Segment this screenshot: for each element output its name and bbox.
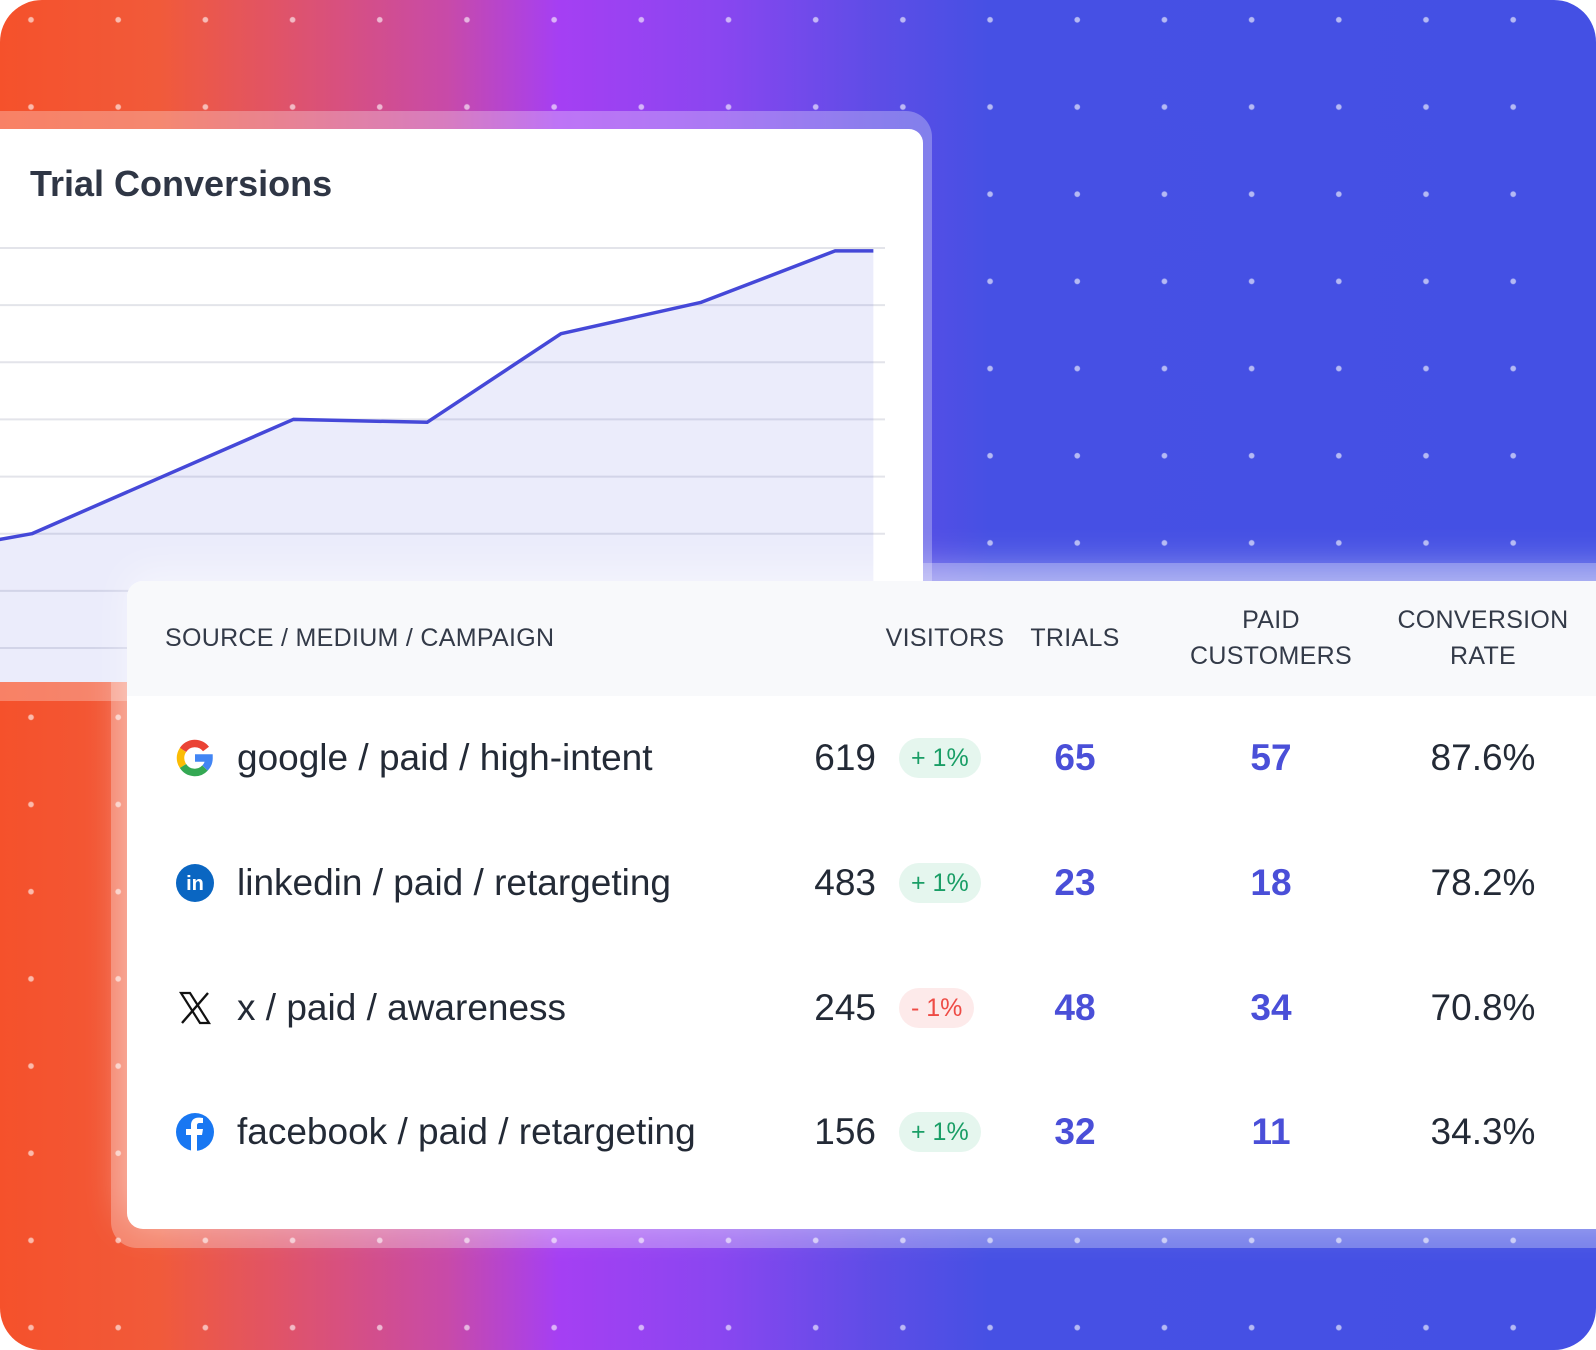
facebook-icon [175, 1112, 215, 1152]
header-rate-line1: CONVERSION [1397, 606, 1569, 634]
visitors-value: 245 [814, 987, 876, 1028]
source-label: x / paid / awareness [237, 987, 567, 1028]
header-paid-line2: CUSTOMERS [1190, 642, 1352, 670]
header-conversion-rate[interactable]: CONVERSION RATE [1363, 602, 1596, 674]
conversion-rate-value: 87.6% [1430, 737, 1536, 778]
table-header: SOURCE / MEDIUM / CAMPAIGN VISITORS TRIA… [127, 581, 1596, 696]
paid-customers-value: 11 [1251, 1111, 1291, 1152]
paid-customers-value: 57 [1250, 737, 1292, 778]
header-rate-line2: RATE [1449, 642, 1517, 670]
source-label: facebook / paid / retargeting [237, 1111, 696, 1152]
trials-value: 23 [1054, 862, 1096, 903]
x-icon [175, 988, 215, 1028]
visitors-value: 619 [814, 737, 876, 778]
header-paid-line1: PAID [1242, 606, 1300, 634]
table-row[interactable]: google / paid / high-intent 619 + 1% 65 … [127, 697, 1596, 819]
header-paid-customers[interactable]: PAID CUSTOMERS [1171, 602, 1371, 674]
linkedin-icon: in [175, 863, 215, 903]
header-visitors[interactable]: VISITORS [885, 624, 1005, 652]
conversion-rate-value: 34.3% [1430, 1111, 1536, 1152]
change-badge: + 1% [899, 863, 981, 903]
google-icon [175, 738, 215, 778]
series-line [0, 249, 874, 542]
paid-customers-value: 18 [1250, 862, 1292, 903]
svg-text:in: in [186, 873, 204, 895]
visitors-value: 156 [814, 1111, 876, 1152]
conversion-rate-value: 78.2% [1430, 862, 1536, 903]
change-badge: + 1% [899, 738, 981, 778]
table-row[interactable]: in linkedin / paid / retargeting 483 + 1… [127, 822, 1596, 944]
header-trials[interactable]: TRIALS [1030, 624, 1120, 652]
header-source[interactable]: SOURCE / MEDIUM / CAMPAIGN [165, 624, 555, 652]
area-fill [0, 250, 874, 682]
trial-conversions-chart [0, 247, 885, 682]
trials-value: 48 [1054, 987, 1096, 1028]
source-label: linkedin / paid / retargeting [237, 862, 671, 903]
change-badge: + 1% [899, 1112, 981, 1152]
change-badge: - 1% [899, 988, 975, 1028]
table-row[interactable]: x / paid / awareness 245 - 1% 48 34 70.8… [127, 947, 1596, 1069]
table-row[interactable]: facebook / paid / retargeting 156 + 1% 3… [127, 1071, 1596, 1193]
trials-value: 65 [1054, 737, 1096, 778]
source-label: google / paid / high-intent [237, 737, 653, 778]
campaign-table: SOURCE / MEDIUM / CAMPAIGN VISITORS TRIA… [127, 581, 1596, 1229]
conversion-rate-value: 70.8% [1430, 987, 1536, 1028]
chart-title: Trial Conversions [30, 163, 333, 204]
visitors-value: 483 [814, 862, 876, 903]
paid-customers-value: 34 [1250, 987, 1292, 1028]
trials-value: 32 [1054, 1111, 1096, 1152]
